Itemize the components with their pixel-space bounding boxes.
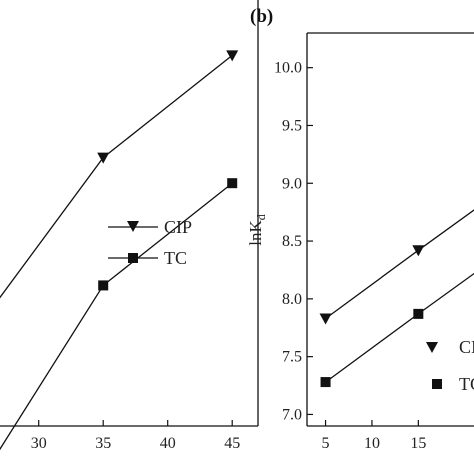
panel-b-y-ticks: 7.0 7.5 8.0 8.5 9.0 9.5 10.0 — [274, 60, 313, 423]
chart-panel-a: 30 35 40 45 CIP TC — [0, 0, 259, 452]
y-tick-label: 8.0 — [282, 291, 302, 308]
x-tick-label: 15 — [410, 435, 426, 452]
y-axis-title-main: lnK — [246, 220, 265, 246]
panel-a-plot-area — [0, 50, 239, 451]
series-cip-line — [0, 54, 233, 299]
series-cip-line — [325, 209, 474, 320]
x-tick-label: 40 — [160, 435, 176, 452]
panel-b-plot-area — [319, 209, 474, 388]
chart-panel-b: (b) CIP TC 7.07.58.08.59.09.510.0 51015 … — [246, 6, 474, 452]
series-cip-marker — [412, 245, 425, 257]
y-tick-label: 10.0 — [274, 60, 302, 77]
legend-tc-label: TC — [164, 248, 187, 268]
y-tick-label: 9.5 — [282, 117, 302, 134]
legend-cip-label: CIP — [164, 217, 192, 237]
y-tick-label: 7.5 — [282, 349, 302, 366]
panel-a-legend: CIP TC — [108, 217, 192, 268]
panel-b-y-axis-title: lnKd — [246, 214, 268, 246]
x-tick-label: 30 — [31, 435, 47, 452]
y-tick-label: 9.0 — [282, 175, 302, 192]
legend-cip-marker-icon — [127, 221, 139, 232]
series-cip-marker — [226, 50, 239, 62]
y-tick-label: 8.5 — [282, 233, 302, 250]
panel-a-x-ticks: 30 35 40 45 — [31, 420, 240, 452]
x-tick-label: 35 — [95, 435, 111, 452]
panel-b-label: (b) — [250, 6, 273, 27]
series-cip-marker — [97, 152, 110, 164]
legend-cip-label: CIP — [459, 337, 474, 357]
legend-tc-label: TC — [459, 374, 474, 394]
series-tc-marker — [413, 308, 424, 319]
x-tick-label: 10 — [364, 435, 380, 452]
series-tc-marker — [98, 280, 109, 291]
legend-cip-marker-icon — [426, 342, 438, 353]
x-tick-label: 45 — [224, 435, 240, 452]
series-tc-marker — [227, 178, 238, 189]
legend-tc-marker-icon — [128, 253, 138, 263]
panel-b-x-ticks: 5 10 15 — [322, 420, 426, 452]
series-tc-line — [325, 272, 474, 383]
legend-tc-marker-icon — [432, 379, 442, 389]
y-axis-title-subscript: d — [254, 214, 268, 220]
panel-b-legend: CIP TC — [426, 337, 474, 394]
y-tick-label: 7.0 — [282, 406, 302, 423]
series-cip-marker — [319, 313, 332, 325]
x-tick-label: 5 — [322, 435, 330, 452]
series-tc-marker — [320, 377, 331, 388]
